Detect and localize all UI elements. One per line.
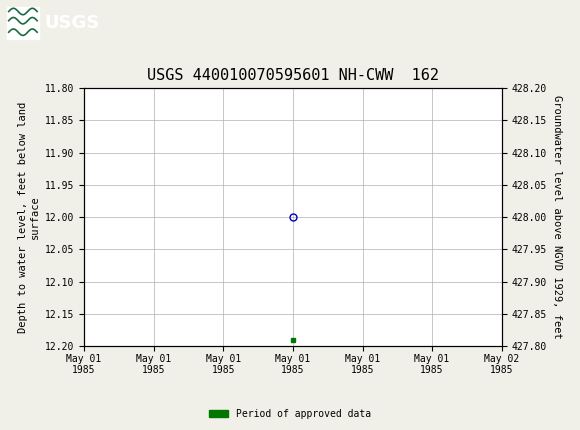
Legend: Period of approved data: Period of approved data	[205, 405, 375, 423]
Title: USGS 440010070595601 NH-CWW  162: USGS 440010070595601 NH-CWW 162	[147, 68, 439, 83]
Y-axis label: Depth to water level, feet below land
surface: Depth to water level, feet below land su…	[18, 101, 39, 333]
Text: USGS: USGS	[45, 14, 100, 32]
Bar	[7, 7, 39, 39]
Y-axis label: Groundwater level above NGVD 1929, feet: Groundwater level above NGVD 1929, feet	[552, 95, 562, 339]
